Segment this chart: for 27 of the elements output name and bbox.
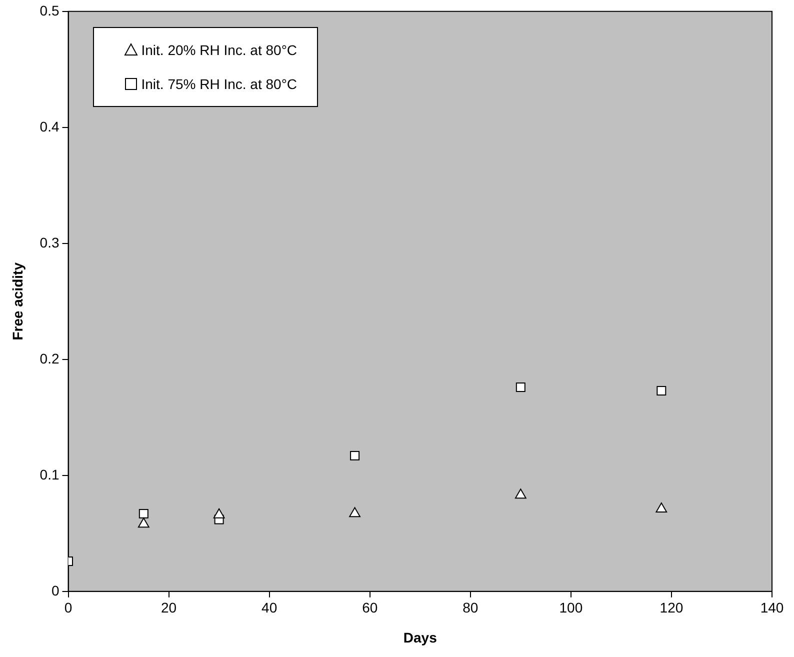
y-tick-label: 0.3 [40,234,60,250]
y-tick-label: 0.4 [40,118,60,134]
x-tick-label: 140 [760,600,784,616]
y-tick-label: 0.1 [40,466,60,482]
x-tick-label: 120 [660,600,684,616]
point [514,488,526,499]
x-tick-label: 40 [262,600,278,616]
x-tick-label: 80 [462,600,478,616]
x-tick-label: 60 [362,600,378,616]
x-tick-label: 100 [559,600,583,616]
y-axis-title: Free acidity [9,262,26,340]
point [138,518,150,528]
x-tick-label: 20 [161,600,177,616]
x-tick-label: 0 [64,600,72,616]
y-tick-label: 0.2 [40,350,60,366]
point [213,508,225,518]
point [349,507,360,518]
point [516,382,526,392]
y-tick-label: 0 [51,582,60,598]
point [138,508,148,518]
point [656,386,666,396]
point [350,450,360,460]
legend-label: Init. 75% RH Inc. at 80°C [141,76,298,92]
y-tick-label: 0.5 [40,2,60,18]
point [656,502,668,513]
x-axis-title: Days [403,629,438,646]
legend-label: Init. 20% RH Inc. at 80°C [141,42,298,58]
